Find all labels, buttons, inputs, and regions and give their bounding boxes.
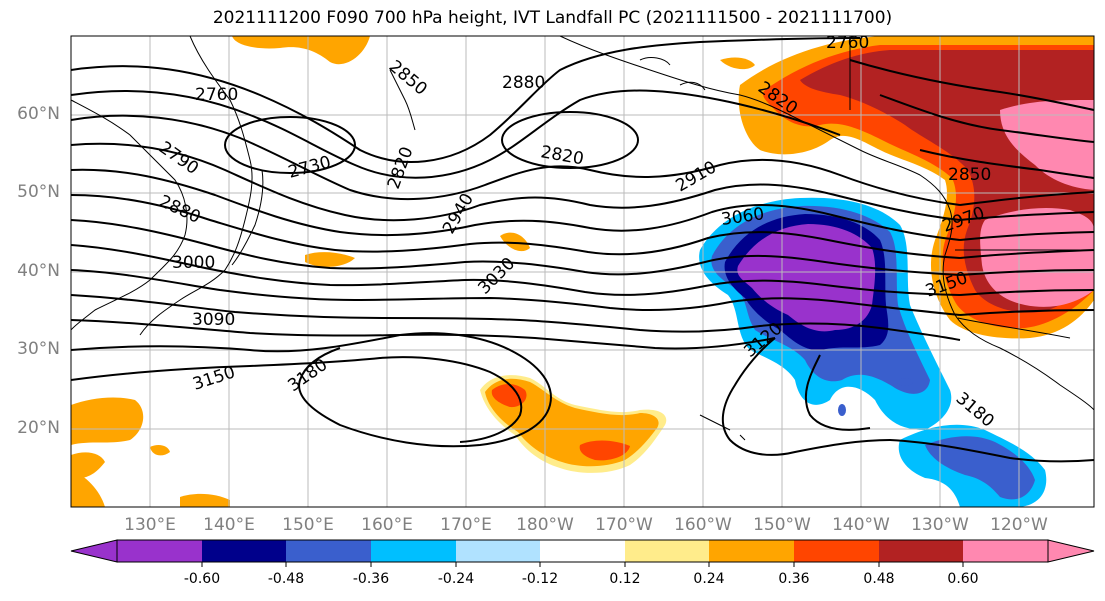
colorbar-bin (963, 540, 1048, 562)
colorbar-bin (202, 540, 286, 562)
colorbar-bin (794, 540, 879, 562)
contour-label: 3090 (192, 310, 235, 330)
map-frame (70, 35, 1095, 508)
lat-label: 50°N (17, 182, 60, 202)
lat-label: 20°N (17, 418, 60, 438)
lat-label: 30°N (17, 339, 60, 359)
contour-label: 2850 (948, 165, 991, 185)
height-contours (71, 37, 1094, 463)
lon-label: 130°E (124, 515, 176, 535)
lon-label: 170°E (440, 515, 492, 535)
contour-label: 2880 (502, 73, 545, 93)
colorbar-tick-label: 0.60 (947, 571, 979, 587)
colorbar-bin (286, 540, 371, 562)
lon-label: 150°E (282, 515, 334, 535)
colorbar-bin (117, 540, 202, 562)
positive-anomaly-region (232, 36, 1094, 339)
lon-label: 130°W (911, 515, 969, 535)
lon-label: 160°W (674, 515, 732, 535)
colorbar-tick-label: -0.60 (183, 571, 221, 587)
colorbar-tick-label: -0.12 (521, 571, 559, 587)
lon-label: 120°W (990, 515, 1048, 535)
colorbar-tick-label: 0.24 (693, 571, 725, 587)
lon-label: 160°E (361, 515, 413, 535)
lon-label: 170°W (595, 515, 653, 535)
contour-label: 3000 (172, 253, 215, 273)
colorbar-tick-label: 0.36 (778, 571, 810, 587)
chart-title: 2021111200 F090 700 hPa height, IVT Land… (212, 8, 893, 28)
colorbar-tick-label: -0.48 (267, 571, 305, 587)
lat-label: 60°N (17, 104, 60, 124)
positive-anomaly-small (71, 232, 667, 507)
colorbar-bin (879, 540, 963, 562)
lon-label: 180°W (516, 515, 574, 535)
colorbar (70, 539, 1095, 567)
colorbar-tick-label: -0.24 (437, 571, 475, 587)
colorbar-tick-label: -0.36 (352, 571, 390, 587)
contour-label: 2760 (195, 85, 238, 105)
lon-label: 150°W (753, 515, 811, 535)
colorbar-min-extend (70, 539, 118, 563)
colorbar-max-extend (1047, 539, 1095, 563)
lon-label: 140°W (832, 515, 890, 535)
graticule (71, 36, 1094, 507)
map-plot-area: 2760 2790 2880 3000 3090 3150 3180 2730 … (71, 33, 1094, 507)
colorbar-bin (371, 540, 456, 562)
lon-label: 140°E (203, 515, 255, 535)
contour-label: 2760 (826, 33, 869, 53)
colorbar-bin (540, 540, 625, 562)
colorbar-bin (456, 540, 540, 562)
colorbar-tick-label: 0.12 (609, 571, 641, 587)
colorbar-bin (709, 540, 794, 562)
colorbar-tick-label: 0.48 (863, 571, 895, 587)
colorbar-bin (625, 540, 709, 562)
lat-label: 40°N (17, 261, 60, 281)
coastlines (71, 36, 1094, 441)
